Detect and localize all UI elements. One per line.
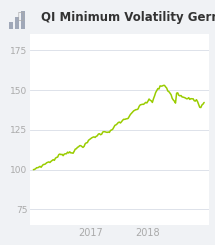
Bar: [15, 17, 19, 29]
Text: ⦀: ⦀: [17, 10, 23, 20]
Bar: [21, 11, 25, 29]
Bar: [9, 22, 14, 29]
Text: QI Minimum Volatility Germany: QI Minimum Volatility Germany: [41, 11, 215, 24]
